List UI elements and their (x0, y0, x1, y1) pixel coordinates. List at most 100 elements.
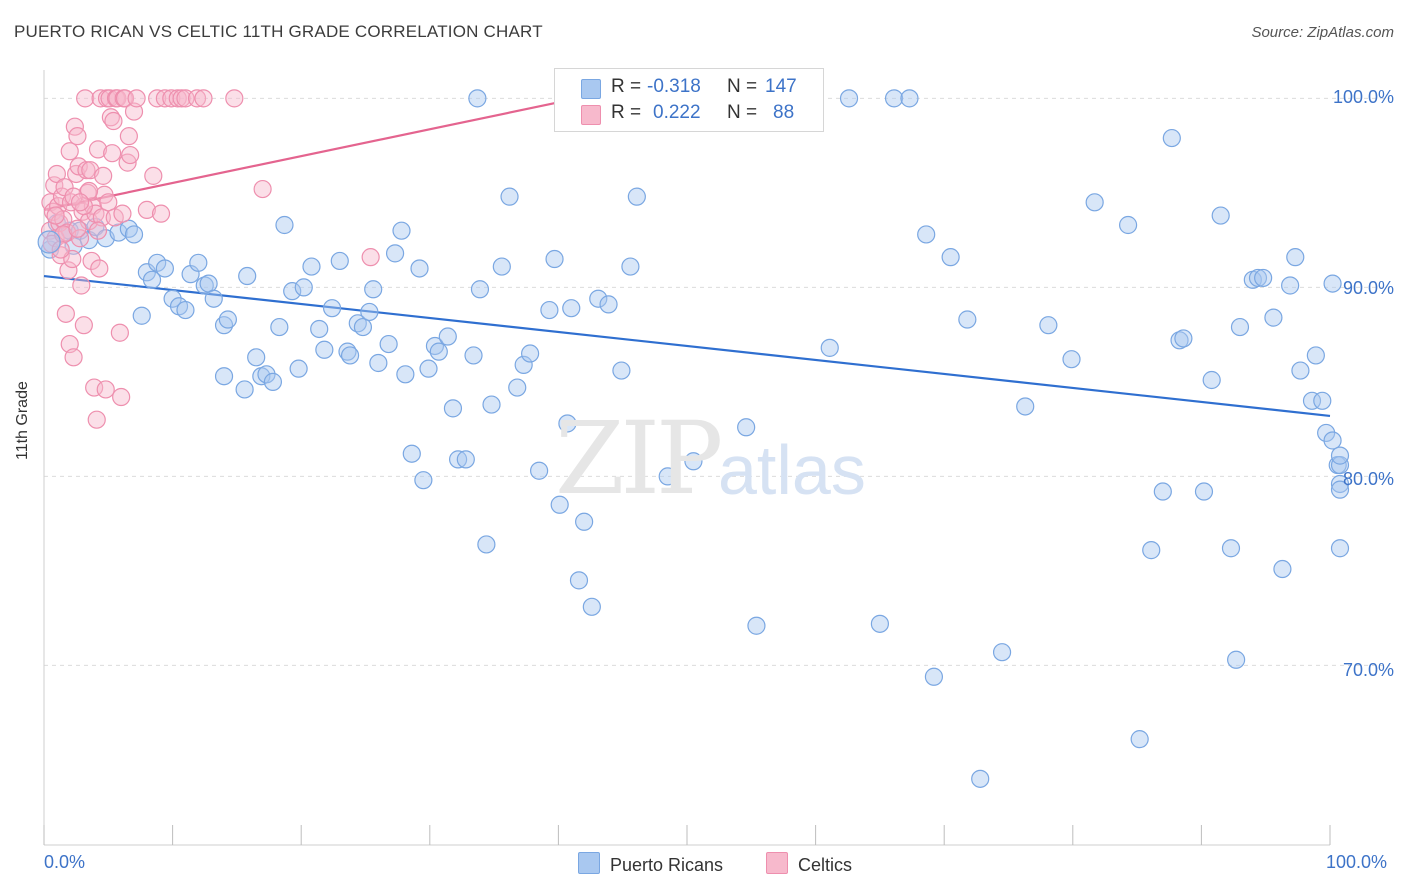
chart-title: PUERTO RICAN VS CELTIC 11TH GRADE CORREL… (14, 22, 543, 41)
point-puerto-ricans (360, 302, 379, 322)
point-puerto-ricans (540, 300, 559, 320)
point-celtics (162, 89, 181, 108)
point-puerto-ricans (884, 89, 904, 108)
point-celtics (127, 89, 146, 108)
point-puerto-ricans (737, 418, 756, 437)
point-puerto-ricans (508, 378, 527, 397)
y-axis-label: 11th Grade (14, 381, 31, 460)
point-celtics (172, 89, 191, 108)
point-celtics (76, 89, 95, 108)
point-celtics (94, 166, 113, 185)
point-puerto-ricans (369, 353, 388, 373)
point-puerto-ricans (396, 365, 415, 384)
y-tick-label: 70.0% (1342, 660, 1394, 680)
point-celtics (194, 89, 213, 108)
point-puerto-ricans (289, 359, 308, 378)
point-celtics (103, 144, 122, 163)
point-puerto-ricans (530, 461, 549, 480)
point-puerto-ricans (870, 614, 890, 633)
point-puerto-ricans (119, 219, 138, 238)
point-puerto-ricans (402, 444, 421, 463)
point-puerto-ricans (199, 274, 218, 293)
point-celtics (104, 111, 123, 131)
point-celtics (70, 193, 90, 212)
point-puerto-ricans (582, 597, 601, 616)
point-puerto-ricans (464, 346, 483, 365)
point-puerto-ricans (257, 365, 276, 384)
point-puerto-ricans (747, 616, 766, 635)
point-celtics (77, 161, 96, 180)
point-celtics (99, 193, 118, 212)
point-puerto-ricans (1118, 215, 1138, 235)
point-puerto-ricans (1227, 650, 1246, 669)
point-puerto-ricans (1153, 482, 1172, 501)
point-puerto-ricans (569, 571, 589, 590)
point-puerto-ricans (419, 359, 438, 378)
point-puerto-ricans (1194, 482, 1214, 501)
point-celtics (88, 140, 108, 159)
point-puerto-ricans (1323, 274, 1342, 293)
point-celtics (59, 261, 78, 280)
point-puerto-ricans (218, 310, 237, 329)
point-puerto-ricans (477, 535, 496, 554)
point-celtics (225, 89, 244, 108)
point-celtics (68, 219, 87, 238)
point-puerto-ricans (558, 414, 577, 433)
point-puerto-ricans (235, 380, 254, 399)
point-celtics (144, 166, 163, 185)
point-puerto-ricans (820, 338, 839, 357)
point-celtics (112, 387, 131, 407)
point-puerto-ricans (364, 280, 383, 299)
point-celtics (64, 348, 83, 367)
point-puerto-ricans (322, 299, 342, 318)
point-puerto-ricans (385, 244, 405, 263)
point-celtics (168, 89, 187, 108)
point-puerto-ricans (353, 317, 373, 337)
point-celtics (119, 127, 138, 146)
point-celtics (151, 204, 171, 223)
point-puerto-ricans (443, 399, 463, 418)
data-points (37, 89, 1350, 788)
point-puerto-ricans (310, 319, 329, 339)
point-celtics (85, 378, 104, 397)
point-puerto-ricans (917, 225, 936, 244)
point-puerto-ricans (1313, 391, 1332, 410)
point-puerto-ricans (315, 340, 334, 359)
point-puerto-ricans (1142, 541, 1161, 560)
point-puerto-ricans (621, 257, 640, 276)
bottom-legend-swatch-blue (578, 852, 600, 874)
point-celtics (60, 142, 79, 161)
trend-lines (43, 97, 1331, 418)
point-puerto-ricans (521, 344, 540, 363)
point-puerto-ricans (1202, 370, 1221, 390)
point-celtics (121, 145, 140, 165)
point-celtics (96, 380, 115, 399)
bottom-legend-puerto-ricans: Puerto Ricans (578, 852, 723, 876)
point-celtics (361, 248, 380, 267)
point-puerto-ricans (1221, 539, 1241, 558)
legend-swatch-pink (581, 105, 601, 125)
point-celtics (253, 179, 272, 199)
point-celtics (137, 200, 156, 219)
legend-r-value: 0.222 (653, 102, 701, 123)
point-puerto-ricans (1211, 206, 1230, 225)
point-celtics (90, 259, 109, 278)
legend-n-value: 88 (773, 102, 795, 123)
point-puerto-ricans (470, 280, 490, 299)
point-puerto-ricans (214, 367, 234, 386)
point-puerto-ricans (1130, 730, 1149, 749)
point-celtics (74, 316, 93, 335)
point-puerto-ricans (1248, 268, 1268, 288)
x-tick-label-min: 0.0% (44, 852, 86, 872)
point-puerto-ricans (839, 89, 859, 108)
point-puerto-ricans (1230, 317, 1250, 337)
point-puerto-ricans (482, 395, 501, 414)
point-puerto-ricans (468, 89, 487, 108)
point-puerto-ricans (176, 300, 195, 320)
point-puerto-ricans (1273, 559, 1292, 579)
source-label: Source: ZipAtlas.com (1251, 24, 1394, 41)
bottom-legend-celtics: Celtics (766, 852, 852, 876)
point-puerto-ricans (302, 257, 321, 276)
trend-line-puerto-ricans (43, 274, 1331, 418)
legend-r-label: R = (611, 76, 642, 97)
